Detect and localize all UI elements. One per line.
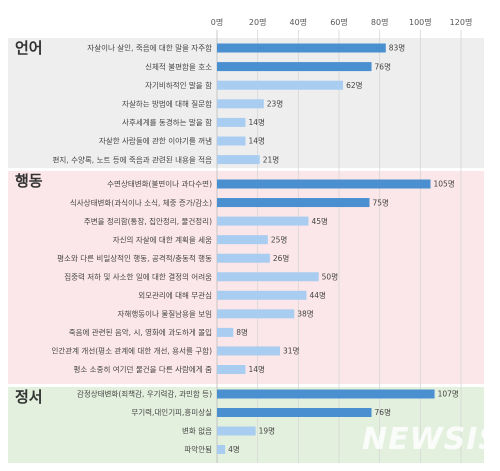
bar (217, 445, 226, 454)
bar (217, 408, 372, 417)
bar (217, 426, 256, 436)
watermark: NEWSIS (362, 422, 500, 457)
value-label: 14명 (248, 364, 264, 374)
value-label: 38명 (297, 309, 313, 319)
row-label: 사후세계를 동경하는 말을 함 (122, 117, 212, 127)
value-label: 26명 (273, 253, 289, 263)
bar (217, 327, 234, 337)
value-label: 76명 (375, 61, 391, 71)
value-label: 45명 (312, 216, 328, 226)
row-label: 식사상태변화(과식이나 소식, 체중 증가/감소) (70, 197, 212, 207)
row-label: 감정상태변화(죄책감, 우기력감, 과민함 등) (77, 389, 212, 399)
bar (217, 136, 246, 146)
value-label: 76명 (375, 407, 391, 417)
x-tick-label: 0명 (211, 17, 223, 27)
row-label: 파악안됨 (184, 444, 212, 454)
value-labels: 83명76명62명23명14명14명21명105명75명45명25명26명50명… (228, 43, 459, 455)
row-label: 수면상태변화(불면이나 과다수면) (107, 179, 212, 189)
row-label: 자신의 자살에 대한 계획을 세움 (113, 234, 212, 244)
x-axis-ticks: 0명 20명 40명 60명 80명 100명 120명 (211, 17, 473, 27)
bar (217, 346, 281, 356)
x-tick-label: 100명 (409, 17, 432, 27)
value-label: 14명 (248, 117, 264, 127)
row-label: 무기력,대인기피,흥미상실 (131, 407, 212, 417)
x-tick-label: 20명 (249, 17, 267, 27)
row-label: 평소 소중히 여기던 물건을 다른 사람에게 줌 (73, 364, 212, 374)
value-label: 4명 (228, 444, 240, 454)
row-label: 자해행동이나 물질남용을 보임 (118, 309, 212, 319)
value-label: 62명 (346, 80, 362, 90)
value-label: 107명 (438, 389, 459, 399)
value-label: 75명 (373, 197, 389, 207)
value-label: 19명 (259, 426, 275, 436)
row-label: 자기비하적인 말을 함 (145, 80, 212, 90)
bar (217, 290, 307, 300)
value-label: 25명 (271, 234, 287, 244)
row-label: 집중력 저하 및 사소한 일에 대한 결정의 어려움 (64, 271, 212, 281)
group-label: 정서 (15, 388, 43, 406)
bar (217, 80, 344, 90)
row-label: 죽음에 관련된 음악, 시, 영화에 과도하게 몰입 (69, 327, 212, 337)
group-panel (8, 387, 484, 463)
value-label: 105명 (434, 179, 455, 189)
value-label: 23명 (267, 99, 283, 109)
bar (217, 117, 246, 127)
value-label: 8명 (236, 327, 248, 337)
group-label: 행동 (15, 172, 43, 190)
group-label: 언어 (15, 39, 43, 57)
bars (217, 43, 435, 454)
bar (217, 389, 435, 399)
x-tick-label: 80명 (371, 17, 389, 27)
row-label: 자살한 사람들에 관한 이야기를 꺼냄 (99, 136, 212, 146)
x-tick-label: 120명 (450, 17, 473, 27)
bar (217, 235, 268, 245)
value-label: 21명 (263, 154, 279, 164)
row-label: 자살하는 방법에 대해 질문함 (122, 99, 212, 109)
bar (217, 216, 309, 226)
bar (217, 43, 386, 53)
row-label: 외모관리에 대해 무관심 (138, 290, 212, 300)
bar (217, 198, 370, 208)
x-tick-label: 40명 (290, 17, 308, 27)
row-label: 변화 없음 (182, 427, 212, 436)
value-label: 14명 (248, 136, 264, 146)
bar (217, 155, 260, 165)
row-label: 주변을 정리함(통장, 집안정리, 물건정리) (84, 216, 212, 226)
row-label: 평소와 다른 비일상적인 행동, 공격적/충동적 행동 (57, 253, 212, 263)
bar (217, 253, 270, 263)
value-label: 50명 (322, 271, 338, 281)
bar (217, 62, 372, 72)
bar (217, 309, 295, 319)
row-label: 신체적 불편함을 호소 (145, 61, 212, 71)
bar (217, 179, 431, 189)
value-label: 44명 (309, 290, 325, 300)
bar (217, 272, 319, 282)
row-label: 편지, 수양록, 노트 등에 죽음과 관련된 내용을 적음 (53, 154, 213, 164)
value-label: 31명 (283, 346, 299, 356)
bar (217, 99, 264, 109)
row-label: 인간관계 개선(평소 관계에 대한 개선, 용서를 구함) (51, 346, 212, 356)
row-label: 자살이나 살인, 죽음에 대한 말을 자주함 (87, 43, 212, 53)
x-tick-label: 60명 (330, 17, 348, 27)
value-label: 83명 (389, 43, 405, 53)
bar (217, 365, 246, 374)
